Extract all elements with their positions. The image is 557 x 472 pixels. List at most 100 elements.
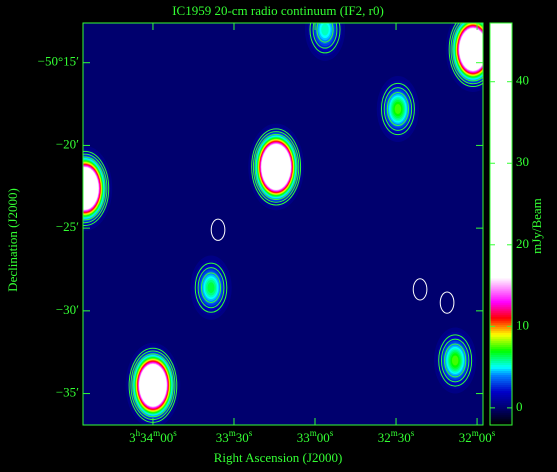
colorbar-cell: [490, 296, 512, 299]
x-tick-label: 32m00s: [459, 428, 496, 445]
chart-title: IC1959 20-cm radio continuum (IF2, r0): [172, 3, 384, 18]
colorbar-tick-label: 0: [516, 399, 523, 414]
source-level: [451, 355, 459, 366]
source-level: [207, 282, 215, 294]
colorbar-cell: [490, 201, 512, 205]
colorbar-cell: [490, 418, 512, 422]
negative-contour: [412, 278, 428, 301]
colorbar-cell: [490, 131, 512, 134]
colorbar-cell: [490, 151, 512, 154]
colorbar-cell: [490, 288, 512, 291]
contour: [440, 338, 470, 383]
colorbar-cell: [490, 390, 512, 394]
colorbar-cell: [490, 46, 512, 50]
colorbar-cell: [490, 195, 512, 199]
colorbar-cell: [490, 225, 512, 229]
colorbar-cell: [490, 113, 512, 116]
colorbar-cell: [490, 191, 512, 195]
colorbar-cell: [490, 300, 512, 303]
colorbar-cell: [490, 159, 512, 162]
source: [83, 145, 113, 231]
colorbar-cell: [490, 253, 512, 257]
colorbar-cell: [490, 237, 512, 241]
colorbar-cell: [490, 78, 512, 82]
colorbar-cell: [490, 36, 512, 40]
source: [439, 291, 455, 314]
colorbar-cell: [490, 68, 512, 72]
colorbar-cell: [490, 294, 512, 297]
colorbar-cell: [490, 76, 512, 80]
colorbar-cell: [490, 60, 512, 64]
colorbar-cell: [490, 50, 512, 54]
colorbar-cell: [490, 105, 512, 108]
colorbar-cell: [490, 54, 512, 58]
colorbar-cell: [490, 83, 512, 86]
colorbar-cell: [490, 221, 512, 225]
colorbar-cell: [490, 348, 512, 351]
y-tick-label: −35′: [56, 385, 79, 400]
x-tick-label: 33m30s: [216, 428, 253, 445]
source: [376, 76, 420, 142]
colorbar-cell: [490, 203, 512, 207]
colorbar-cell: [490, 89, 512, 92]
colorbar-cell: [490, 26, 512, 30]
colorbar-cell: [490, 392, 512, 396]
colorbar-cell: [490, 402, 512, 406]
colorbar-cell: [490, 284, 512, 287]
colorbar-cell: [490, 269, 512, 273]
colorbar-cell: [490, 58, 512, 62]
colorbar-cell: [490, 241, 512, 245]
colorbar-label: mJy/Beam: [529, 198, 544, 254]
y-tick-label: −25′: [56, 219, 79, 234]
negative-contour: [210, 218, 226, 241]
colorbar-cell: [490, 366, 512, 370]
colorbar-cell: [490, 153, 512, 156]
colorbar-cell: [490, 320, 512, 323]
contour: [83, 156, 106, 221]
colorbar-cell: [490, 175, 512, 179]
colorbar-cell: [490, 70, 512, 74]
colorbar-cell: [490, 286, 512, 289]
source-level: [394, 103, 402, 115]
colorbar-cell: [490, 171, 512, 175]
colorbar-cell: [490, 143, 512, 146]
colorbar-cell: [490, 97, 512, 100]
colorbar-cell: [490, 302, 512, 305]
colorbar-cell: [490, 374, 512, 378]
colorbar-tick-label: 20: [516, 236, 529, 251]
colorbar-cell: [490, 384, 512, 388]
y-axis-label: Declination (J2000): [5, 188, 20, 292]
colorbar-cell: [490, 147, 512, 150]
colorbar-cell: [490, 125, 512, 128]
contour: [201, 272, 222, 304]
colorbar-cell: [490, 62, 512, 66]
source: [433, 327, 477, 394]
colorbar-cell: [490, 420, 512, 424]
colorbar-cell: [490, 211, 512, 215]
contour: [386, 92, 410, 127]
image: [83, 23, 483, 425]
contour: [83, 150, 110, 226]
colorbar-cell: [490, 340, 512, 343]
y-tick-label: −30′: [56, 302, 79, 317]
source: [190, 255, 232, 320]
colorbar-cell: [490, 239, 512, 243]
colorbar-cell: [490, 64, 512, 68]
contour: [452, 23, 483, 82]
colorbar-cell: [490, 139, 512, 142]
contour: [132, 353, 174, 418]
colorbar-cell: [490, 165, 512, 169]
colorbar-cell: [490, 259, 512, 263]
colorbar-cell: [490, 40, 512, 44]
colorbar-cell: [490, 316, 512, 319]
colorbar-cell: [490, 334, 512, 337]
colorbar-cell: [490, 133, 512, 136]
x-tick-label: 33m00s: [297, 428, 334, 445]
colorbar-cell: [490, 408, 512, 412]
colorbar-cell: [490, 213, 512, 217]
colorbar-cell: [490, 28, 512, 32]
colorbar-cell: [490, 183, 512, 187]
colorbar-cell: [490, 123, 512, 126]
colorbar-cell: [490, 233, 512, 237]
colorbar-cell: [490, 277, 512, 281]
